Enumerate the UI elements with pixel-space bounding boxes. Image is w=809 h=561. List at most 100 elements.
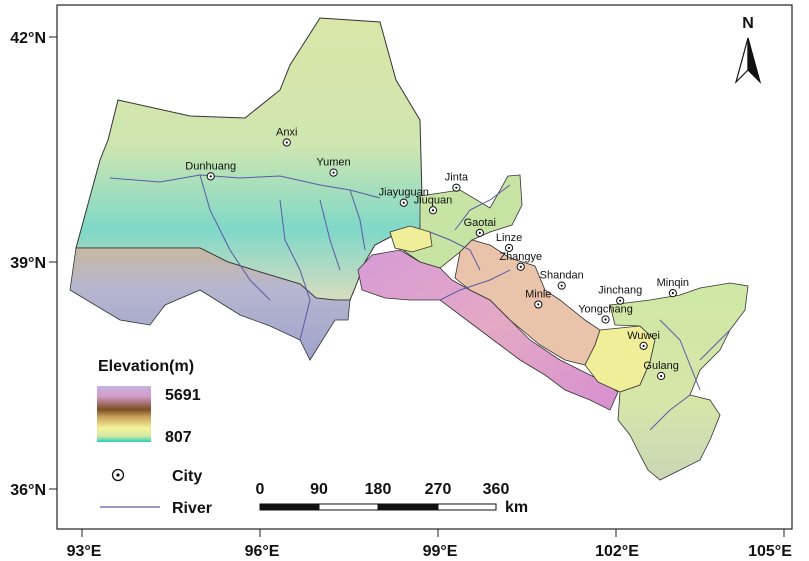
- y-tick-label: 39°N: [10, 255, 46, 272]
- river: [319, 199, 341, 271]
- region-jiayuguan: [389, 225, 433, 253]
- city-icon-dot: [660, 374, 663, 378]
- city-marker: Jinta: [445, 172, 469, 192]
- city-icon-dot: [507, 246, 511, 250]
- city-marker: Gaotai: [464, 217, 496, 237]
- region-east: [609, 282, 749, 481]
- city-icon-dot: [402, 201, 405, 204]
- scale-segment: [377, 503, 439, 511]
- city-icon-dot: [285, 141, 288, 144]
- scale-unit-label: km: [505, 499, 528, 516]
- river: [109, 174, 381, 199]
- north-label: N: [742, 15, 754, 32]
- scale-bar: 0 90 180 270 360 km: [256, 481, 529, 516]
- city-icon-dot: [537, 303, 540, 306]
- city-label: Yongchang: [578, 304, 633, 316]
- legend-title: Elevation(m): [98, 358, 194, 375]
- region-shapes: [69, 17, 749, 481]
- x-tick-label: 96°E: [245, 543, 280, 560]
- city-marker: Jiayuguan: [379, 187, 429, 207]
- legend-city-label: City: [172, 468, 202, 485]
- scale-segment: [318, 503, 379, 511]
- city-icon-dot: [209, 175, 212, 178]
- city-label: Jiuquan: [414, 194, 453, 206]
- city-label: Anxi: [276, 126, 297, 138]
- x-tick-label: 93°E: [67, 543, 102, 560]
- x-tick-label: 99°E: [423, 543, 458, 560]
- legend-river-label: River: [172, 500, 212, 517]
- city-marker: Anxi: [276, 126, 297, 147]
- city-marker: Minle: [525, 288, 551, 309]
- y-tick-label: 36°N: [10, 482, 46, 499]
- x-tick-label: 102°E: [595, 543, 639, 560]
- legend-city-icon: [111, 468, 125, 482]
- x-tick-labels: 93°E 96°E 99°E 102°E 105°E: [67, 543, 793, 560]
- city-marker: Zhangye: [499, 251, 542, 271]
- city-icon-dot: [619, 299, 622, 302]
- river: [439, 269, 511, 301]
- city-icon-dot: [604, 318, 607, 321]
- region-qilian-pink: [357, 249, 619, 411]
- scale-segment: [259, 503, 320, 511]
- river: [659, 319, 701, 391]
- city-label: Minqin: [657, 277, 689, 289]
- city-label: Zhangye: [499, 251, 542, 263]
- city-marker: Jiuquan: [414, 194, 453, 215]
- rivers: [109, 174, 731, 431]
- city-label: Yumen: [316, 157, 350, 169]
- y-tick-label: 42°N: [10, 30, 46, 47]
- river: [349, 189, 366, 251]
- scale-tick-label: 90: [310, 481, 328, 498]
- city-icon-dot: [519, 265, 522, 268]
- legend-min-label: 807: [165, 429, 192, 446]
- city-marker: Gulang: [643, 360, 679, 381]
- city-marker: Yumen: [316, 157, 351, 177]
- city-label: Gulang: [643, 360, 678, 372]
- city-icon-dot: [332, 171, 335, 174]
- axis-ticks: [49, 36, 785, 537]
- city-label: Shandan: [540, 270, 584, 282]
- river: [279, 199, 311, 341]
- city-icon-dot: [642, 344, 645, 347]
- city-label: Jiayuguan: [379, 187, 429, 199]
- city-marker: Dunhuang: [185, 160, 236, 181]
- y-tick-labels: 42°N 39°N 36°N: [10, 30, 46, 499]
- scale-tick-label: 270: [425, 481, 452, 498]
- city-label: Minle: [525, 288, 551, 300]
- river: [429, 231, 481, 271]
- legend-color-ramp: [97, 386, 151, 442]
- city-marker: Yongchang: [578, 304, 633, 324]
- city-icon-dot: [431, 209, 435, 212]
- city-icon-dot: [671, 292, 674, 295]
- river: [699, 329, 731, 361]
- city-label: Jinchang: [598, 285, 642, 297]
- city-label: Dunhuang: [185, 160, 236, 172]
- city-marker: Minqin: [657, 277, 689, 298]
- legend: Elevation(m) 5691 807 City River: [97, 358, 212, 517]
- north-arrow: N: [734, 15, 762, 85]
- x-tick-label: 105°E: [748, 543, 792, 560]
- city-label: Wuwei: [627, 330, 660, 342]
- scale-tick-label: 360: [483, 481, 510, 498]
- north-arrow-icon-right: [747, 37, 762, 85]
- city-marker: Jinchang: [598, 285, 642, 305]
- city-icon-dot: [478, 231, 481, 234]
- city-label: Jinta: [445, 172, 469, 184]
- city-marker: Shandan: [540, 270, 584, 290]
- scale-tick-label: 180: [365, 481, 392, 498]
- legend-max-label: 5691: [165, 387, 201, 404]
- city-label: Linze: [496, 232, 522, 244]
- river: [454, 184, 511, 231]
- city-icon-dot: [560, 284, 563, 287]
- city-label: Gaotai: [464, 217, 496, 229]
- river: [649, 394, 691, 431]
- city-marker: Wuwei: [627, 330, 660, 350]
- city-marker: Linze: [496, 232, 522, 253]
- scale-segment: [437, 503, 497, 511]
- city-icon-dot: [455, 186, 458, 189]
- scale-tick-label: 0: [256, 481, 265, 498]
- river: [199, 174, 271, 301]
- region-qilian-west: [69, 247, 351, 361]
